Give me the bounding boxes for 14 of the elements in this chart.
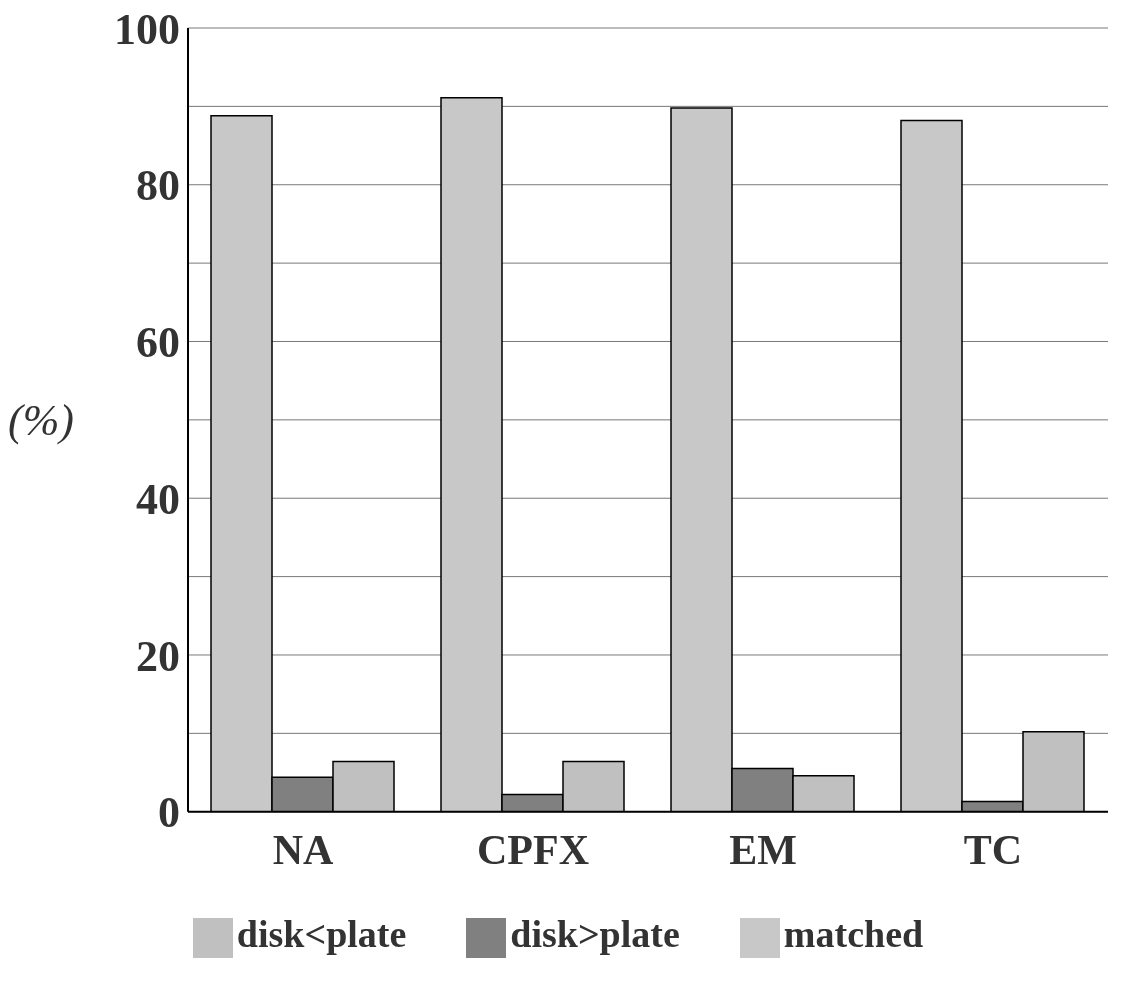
legend-label: disk>plate — [510, 912, 680, 955]
y-tick-label: 100 — [114, 4, 180, 54]
x-tick-label: CPFX — [477, 826, 589, 873]
y-tick-label: 60 — [136, 318, 180, 368]
y-tick-label: 0 — [158, 788, 180, 838]
legend-label: disk<plate — [236, 912, 407, 955]
legend-label: matched — [783, 912, 924, 955]
y-axis-title: (%) — [8, 396, 74, 446]
x-tick-label: NA — [272, 826, 334, 873]
x-tick-label: TC — [963, 826, 1023, 873]
y-tick-label: 80 — [136, 161, 180, 211]
y-tick-label: 20 — [136, 631, 180, 681]
x-tick-label: EM — [729, 826, 797, 873]
y-tick-label: 40 — [136, 474, 180, 524]
